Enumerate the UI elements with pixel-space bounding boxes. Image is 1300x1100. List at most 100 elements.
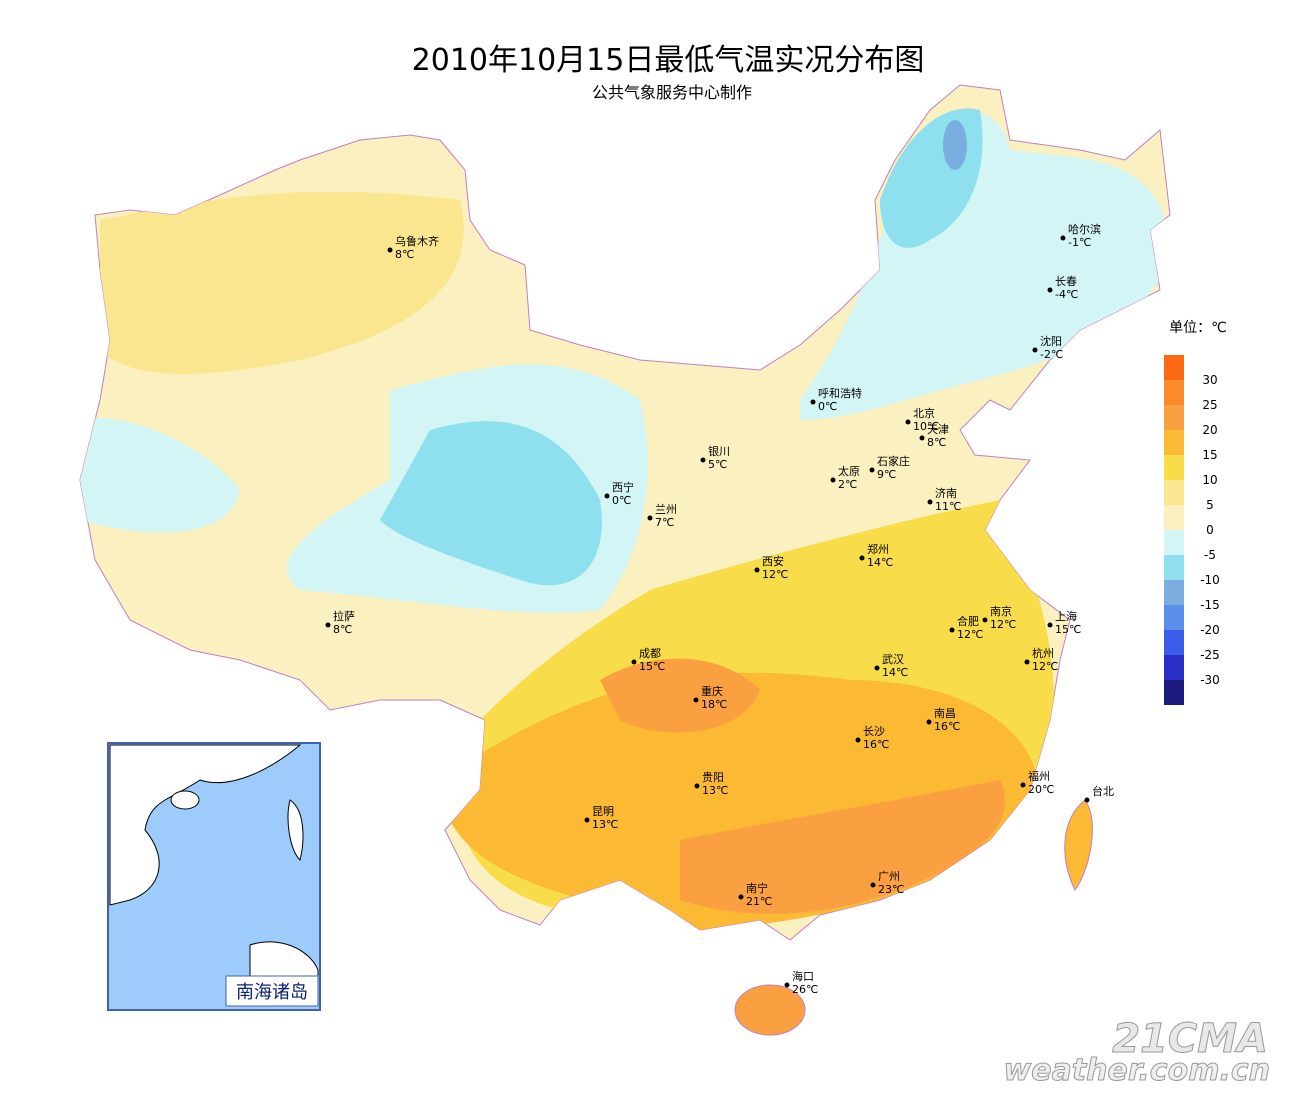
legend-swatch <box>1164 405 1184 430</box>
legend-label: -20 <box>1200 623 1220 637</box>
inset: 南海诸岛 <box>107 742 321 1011</box>
city-name: 西宁 <box>612 480 634 494</box>
city-name: 拉萨 <box>333 609 355 623</box>
city-dot <box>693 697 699 703</box>
city-dot <box>387 247 393 253</box>
city-temp: 16℃ <box>934 720 960 733</box>
city-temp: 26℃ <box>792 983 818 996</box>
city-name: 哈尔滨 <box>1068 222 1101 236</box>
city-temp: 12℃ <box>990 618 1016 631</box>
city-temp: 7℃ <box>655 516 674 529</box>
city-name: 济南 <box>935 486 957 500</box>
city-dot <box>919 435 925 441</box>
watermark-site: weather.com.cn <box>1004 1053 1270 1088</box>
city-temp: 8℃ <box>395 248 414 261</box>
city-name: 郑州 <box>867 542 889 556</box>
city-dot <box>738 894 744 900</box>
city-dot <box>870 882 876 888</box>
city-name: 银川 <box>708 444 730 458</box>
legend-label: 20 <box>1202 423 1217 437</box>
city-name: 南昌 <box>934 707 956 720</box>
city-temp: 18℃ <box>701 698 727 711</box>
city-temp: 13℃ <box>592 818 618 831</box>
city-dot <box>926 719 932 725</box>
city-temp: 11℃ <box>935 500 961 513</box>
city-dot <box>874 665 880 671</box>
legend-swatch <box>1164 580 1184 605</box>
city-name: 沈阳 <box>1040 334 1062 348</box>
legend-swatch <box>1164 480 1184 505</box>
city-temp: 13℃ <box>702 784 728 797</box>
city-dot <box>1020 782 1026 788</box>
city-temp: 12℃ <box>1032 660 1058 673</box>
legend-label: 0 <box>1206 523 1214 537</box>
temperature-field <box>79 84 1171 1036</box>
city-name: 乌鲁木齐 <box>395 234 439 248</box>
city-name: 天津 <box>927 423 949 436</box>
city-temp: 8℃ <box>927 436 946 449</box>
city-temp: 14℃ <box>867 556 893 569</box>
city-dot <box>905 419 911 425</box>
city-name: 西安 <box>762 554 784 568</box>
city-dot <box>784 982 790 988</box>
city-dot <box>982 617 988 623</box>
city-dot <box>859 555 865 561</box>
city-name: 武汉 <box>882 653 904 666</box>
city-dot <box>647 515 653 521</box>
city-name: 广州 <box>878 870 900 883</box>
legend-label: -10 <box>1200 573 1220 587</box>
city-dot <box>604 493 610 499</box>
legend-swatch <box>1164 505 1184 530</box>
city-temp: 20℃ <box>1028 783 1054 796</box>
city-temp: 10℃ <box>913 420 939 433</box>
city-temp: -2℃ <box>1040 348 1063 361</box>
city-temp: 23℃ <box>878 883 904 896</box>
legend-swatch <box>1164 530 1184 555</box>
city-temp: 15℃ <box>1055 623 1081 636</box>
legend-label: -5 <box>1204 548 1216 562</box>
city-name: 北京 <box>913 406 935 420</box>
city-name: 长春 <box>1055 275 1077 288</box>
city-dot <box>1084 797 1090 803</box>
legend-unit: 单位：℃ <box>1169 320 1227 336</box>
city-dot <box>949 627 955 633</box>
city-dot <box>1047 622 1053 628</box>
city-name: 南宁 <box>746 881 768 895</box>
city-name: 福州 <box>1028 769 1050 783</box>
city-dot <box>869 467 875 473</box>
legend-swatch <box>1164 555 1184 580</box>
city-name: 台北 <box>1092 784 1114 798</box>
city-dot <box>855 737 861 743</box>
legend-swatch <box>1164 605 1184 630</box>
watermark-logo: 21CMA <box>1112 1016 1268 1062</box>
city-temp: 12℃ <box>762 568 788 581</box>
legend-label: -30 <box>1200 673 1220 687</box>
inset-label: 南海诸岛 <box>236 982 308 1003</box>
legend-swatch <box>1164 655 1184 680</box>
city-dot <box>927 499 933 505</box>
city-dot <box>584 817 590 823</box>
city-temp: -1℃ <box>1068 236 1091 249</box>
city-temp: 16℃ <box>863 738 889 751</box>
legend-label: -15 <box>1200 598 1220 612</box>
city-dot <box>1047 287 1053 293</box>
city-dot <box>694 783 700 789</box>
city-dot <box>1060 235 1066 241</box>
city-name: 昆明 <box>592 805 614 818</box>
city-temp: 2℃ <box>838 478 857 491</box>
city-name: 南京 <box>990 604 1012 618</box>
legend-label: 25 <box>1202 398 1217 412</box>
title: 2010年10月15日最低气温实况分布图 <box>412 43 925 78</box>
city-name: 呼和浩特 <box>818 386 862 400</box>
legend-label: 10 <box>1202 473 1217 487</box>
city-temp: 21℃ <box>746 895 772 908</box>
legend-swatch <box>1164 680 1184 705</box>
city-name: 上海 <box>1055 609 1077 623</box>
city-dot <box>325 622 331 628</box>
city-temp: 12℃ <box>957 628 983 641</box>
legend-swatch <box>1164 630 1184 655</box>
city-temp: 0℃ <box>818 400 837 413</box>
city-dot <box>1024 659 1030 665</box>
legend-swatch <box>1164 355 1184 380</box>
